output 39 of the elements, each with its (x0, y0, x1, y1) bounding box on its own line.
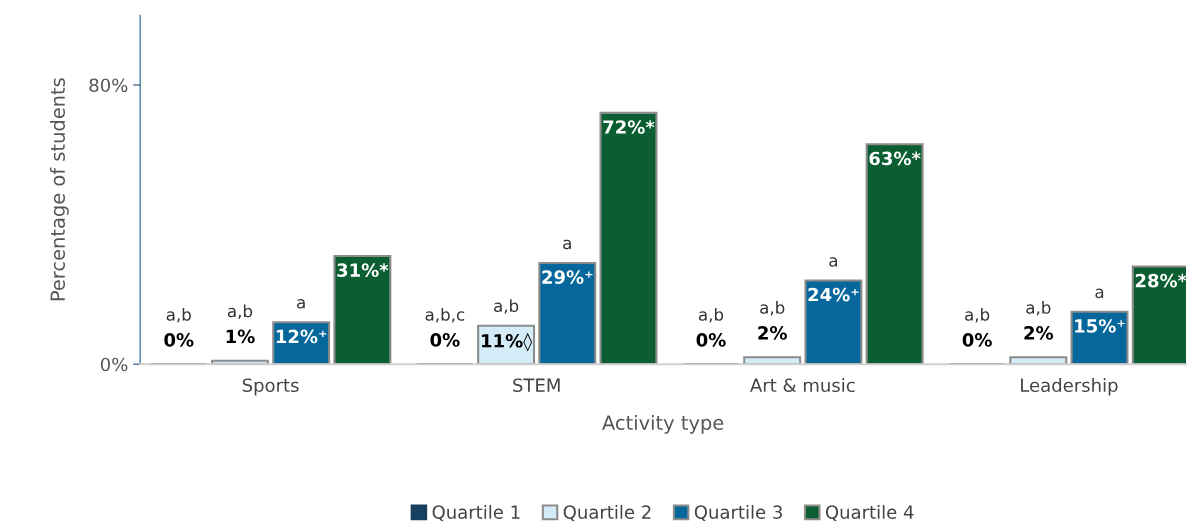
legend-label: Quartile 4 (825, 504, 914, 521)
legend-label: Quartile 2 (563, 504, 651, 521)
annotation: a (829, 257, 837, 267)
y-axis-title: Percentage of students (49, 78, 69, 301)
annotation: a,b (760, 300, 785, 316)
data-label: 31%* (337, 263, 389, 277)
annotation: a (1095, 288, 1104, 299)
annotation: a (563, 239, 571, 250)
data-label: 12%⁺ (276, 329, 327, 344)
data-label: 72%* (603, 120, 655, 134)
x-axis-title: Activity type (602, 414, 724, 434)
data-label: 0% (696, 333, 726, 347)
annotation: a,b (166, 307, 191, 323)
data-label: 11%◊ (482, 332, 533, 352)
data-label: 24%⁺ (808, 287, 859, 302)
data-label: 28%* (1135, 273, 1187, 288)
data-label: 29%⁺ (542, 270, 593, 284)
annotation: a,b (494, 299, 519, 314)
annotation: a,b,c (425, 307, 465, 323)
annotation: a,b (965, 307, 990, 323)
data-label: 0% (430, 333, 460, 347)
data-label: 63%* (869, 151, 921, 166)
x-tick-label: Leadership (1021, 378, 1118, 396)
data-label: 0% (962, 333, 992, 347)
x-tick-label: STEM (513, 378, 560, 393)
data-label: 2% (758, 326, 787, 340)
annotation: a,b (227, 304, 253, 320)
annotation: a,b (1026, 300, 1051, 316)
data-label: 1% (226, 329, 255, 344)
x-tick-label: Sports (242, 378, 299, 396)
data-label: 0% (164, 333, 194, 347)
annotation: a (297, 299, 305, 309)
legend-label: Quartile 1 (432, 504, 520, 521)
legend-label: Quartile 3 (694, 504, 782, 521)
data-label: 2% (1024, 326, 1054, 340)
y-tick-label: 80% (89, 78, 128, 93)
x-tick-label: Art & music (750, 378, 855, 393)
data-label: 15%⁺ (1075, 319, 1125, 333)
annotation: a,b (698, 307, 724, 323)
